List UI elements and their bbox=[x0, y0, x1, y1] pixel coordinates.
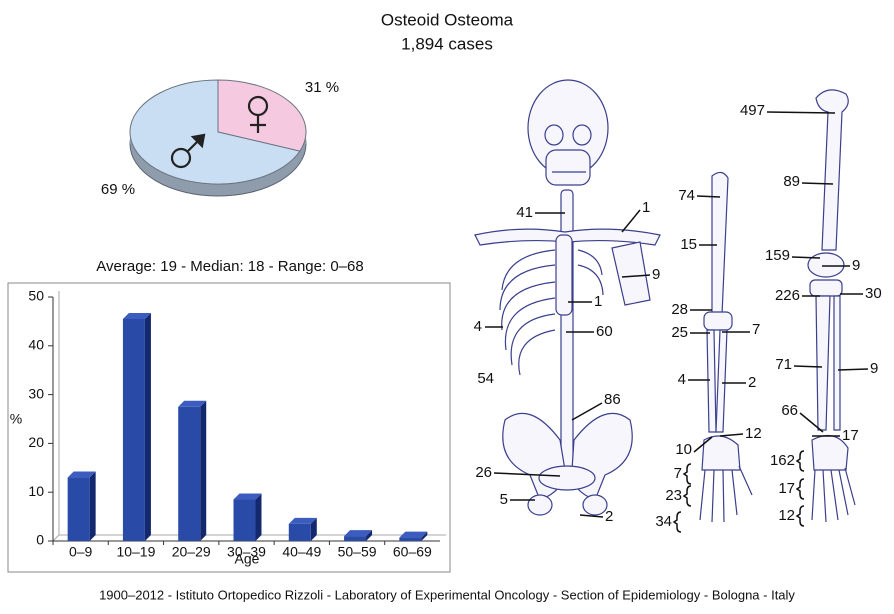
bar bbox=[123, 319, 145, 541]
brace bbox=[797, 506, 804, 526]
x-tick-label: 60–69 bbox=[393, 544, 432, 560]
site-count: 9 bbox=[852, 257, 860, 274]
x-axis-label: Age bbox=[235, 551, 260, 567]
site-count: 86 bbox=[604, 391, 621, 408]
bar bbox=[289, 524, 311, 541]
leader-line bbox=[622, 210, 640, 232]
site-count: 12 bbox=[745, 425, 762, 442]
y-tick-label: 50 bbox=[28, 288, 44, 304]
site-count: 17 bbox=[842, 427, 859, 444]
site-count: 2 bbox=[748, 374, 756, 391]
site-count: 9 bbox=[652, 266, 660, 283]
y-tick-label: 30 bbox=[28, 385, 44, 401]
y-tick-label: 20 bbox=[28, 434, 44, 450]
subtitle: 1,894 cases bbox=[401, 34, 493, 53]
brace bbox=[674, 512, 681, 532]
leader-line bbox=[838, 369, 868, 370]
site-count: 2 bbox=[605, 508, 613, 525]
site-count: 1 bbox=[642, 199, 650, 216]
x-tick-label: 50–59 bbox=[338, 544, 377, 560]
brace bbox=[797, 479, 804, 499]
site-count: 15 bbox=[680, 236, 697, 253]
site-count: 162 bbox=[770, 452, 795, 469]
y-tick-label: 40 bbox=[28, 337, 44, 353]
x-tick-label: 0–9 bbox=[69, 544, 93, 560]
leader-line bbox=[720, 434, 743, 436]
bar bbox=[68, 478, 90, 541]
bar-side bbox=[200, 401, 206, 541]
pie-value-label: 69 % bbox=[101, 181, 135, 198]
site-count: 4 bbox=[474, 318, 482, 335]
pie-value-label: 31 % bbox=[305, 79, 339, 96]
site-count: 1 bbox=[594, 293, 602, 310]
site-count: 9 bbox=[870, 360, 878, 377]
bar bbox=[344, 536, 366, 541]
bar bbox=[399, 538, 421, 541]
leader-line bbox=[802, 183, 833, 184]
site-count: 25 bbox=[671, 324, 688, 341]
site-count: 89 bbox=[783, 173, 800, 190]
y-axis-label: % bbox=[10, 411, 22, 427]
site-count: 66 bbox=[781, 402, 798, 419]
bar bbox=[234, 500, 256, 541]
leader-line bbox=[792, 257, 820, 258]
footer: 1900–2012 - Istituto Ortopedico Rizzoli … bbox=[99, 587, 795, 602]
site-count: 5 bbox=[500, 491, 508, 508]
brace bbox=[797, 451, 804, 471]
site-count: 7 bbox=[674, 465, 682, 482]
site-count: 497 bbox=[740, 102, 765, 119]
bar-side bbox=[256, 494, 262, 541]
y-tick-label: 0 bbox=[36, 532, 44, 548]
bar-side bbox=[90, 472, 96, 541]
title: Osteoid Osteoma bbox=[381, 10, 514, 29]
bar-side bbox=[145, 313, 151, 541]
leader-line bbox=[767, 112, 835, 113]
x-tick-label: 20–29 bbox=[172, 544, 211, 560]
site-count: 60 bbox=[596, 323, 613, 340]
brace bbox=[684, 486, 691, 506]
brace bbox=[684, 464, 691, 484]
figure: Osteoid Osteoma 1,894 cases 1900–2012 - … bbox=[0, 0, 894, 609]
site-count: 23 bbox=[665, 487, 682, 504]
y-tick-label: 10 bbox=[28, 483, 44, 499]
site-count: 10 bbox=[675, 441, 692, 458]
x-tick-label: 40–49 bbox=[282, 544, 321, 560]
site-count: 34 bbox=[655, 513, 672, 530]
site-count: 71 bbox=[775, 356, 792, 373]
leader-line bbox=[580, 515, 603, 517]
bar bbox=[178, 407, 200, 541]
leader-line bbox=[697, 196, 720, 197]
leader-line bbox=[794, 366, 822, 367]
site-count: 26 bbox=[475, 464, 492, 481]
site-count: 41 bbox=[516, 204, 533, 221]
chart-title: Average: 19 - Median: 18 - Range: 0–68 bbox=[96, 258, 363, 275]
site-count: 12 bbox=[778, 507, 795, 524]
site-count: 4 bbox=[678, 371, 686, 388]
site-count: 74 bbox=[678, 187, 695, 204]
x-tick-label: 10–19 bbox=[116, 544, 155, 560]
site-count: 226 bbox=[775, 287, 800, 304]
site-count: 159 bbox=[765, 247, 790, 264]
site-count: 17 bbox=[778, 480, 795, 497]
site-count: 7 bbox=[752, 321, 760, 338]
site-count: 30 bbox=[865, 285, 882, 302]
site-count: 54 bbox=[477, 370, 494, 387]
site-count: 28 bbox=[671, 301, 688, 318]
